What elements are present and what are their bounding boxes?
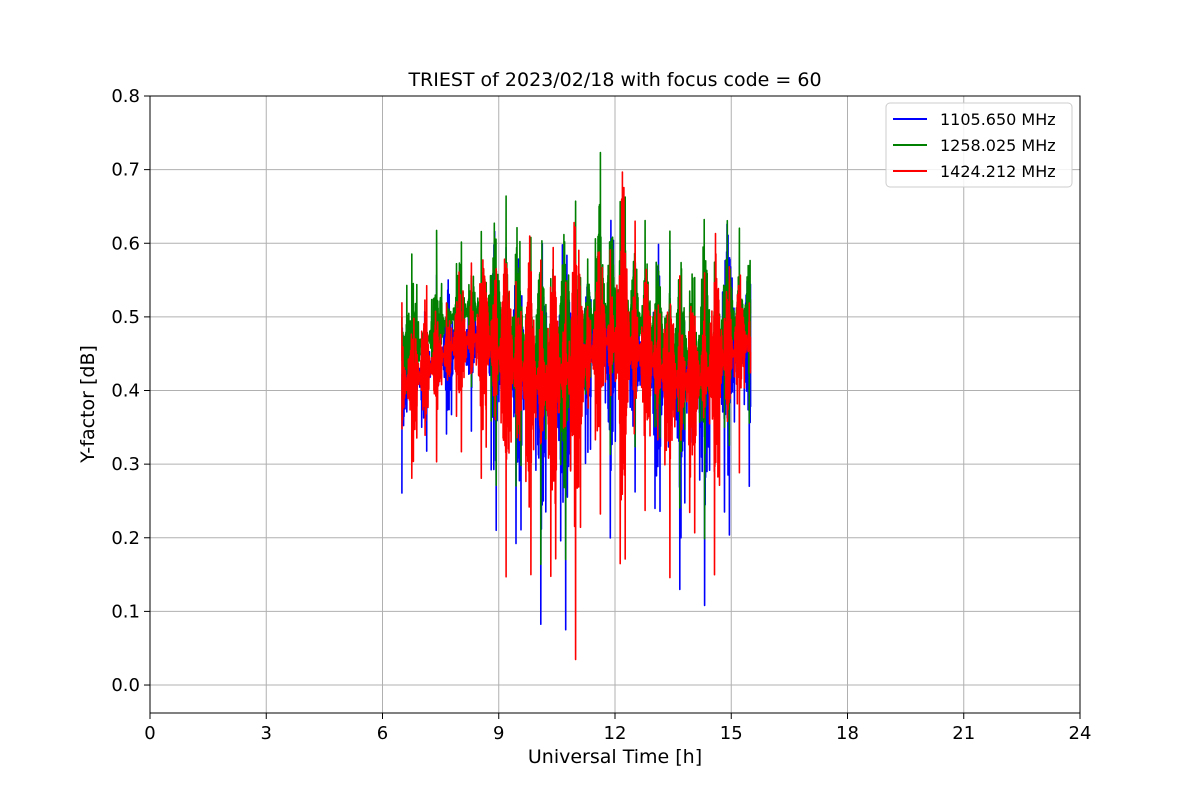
y-tick-label: 0.0 — [111, 675, 140, 696]
series-layer — [401, 151, 752, 661]
x-axis-ticks: 0 3 6 9 12 15 18 21 24 — [144, 713, 1091, 744]
y-axis-ticks: 0.0 0.1 0.2 0.3 0.4 0.5 0.6 0.7 0.8 — [111, 86, 150, 696]
x-tick-label: 12 — [604, 723, 627, 744]
legend-entry: 1258.025 MHz — [940, 136, 1056, 155]
y-tick-label: 0.4 — [111, 381, 140, 402]
legend-entry: 1424.212 MHz — [940, 162, 1056, 181]
y-tick-label: 0.2 — [111, 528, 140, 549]
x-tick-label: 21 — [952, 723, 975, 744]
y-tick-label: 0.5 — [111, 307, 140, 328]
x-tick-label: 0 — [144, 723, 155, 744]
plot-area — [401, 151, 752, 661]
legend-box — [885, 102, 1073, 188]
series-line — [401, 171, 752, 661]
y-tick-label: 0.8 — [111, 86, 140, 107]
x-axis-label: Universal Time [h] — [528, 746, 702, 768]
legend: 1105.650 MHz 1258.025 MHz 1424.212 MHz — [885, 102, 1073, 188]
x-tick-label: 15 — [720, 723, 743, 744]
y-tick-label: 0.3 — [111, 454, 140, 475]
y-tick-label: 0.6 — [111, 233, 140, 254]
x-tick-label: 6 — [377, 723, 388, 744]
x-tick-label: 18 — [836, 723, 859, 744]
x-tick-label: 3 — [261, 723, 272, 744]
x-tick-label: 24 — [1069, 723, 1092, 744]
x-tick-label: 9 — [493, 723, 504, 744]
y-tick-label: 0.7 — [111, 160, 140, 181]
y-axis-label: Y-factor [dB] — [77, 345, 99, 464]
chart-title: TRIEST of 2023/02/18 with focus code = 6… — [407, 69, 821, 91]
y-tick-label: 0.1 — [111, 601, 140, 622]
legend-entry: 1105.650 MHz — [940, 110, 1056, 129]
